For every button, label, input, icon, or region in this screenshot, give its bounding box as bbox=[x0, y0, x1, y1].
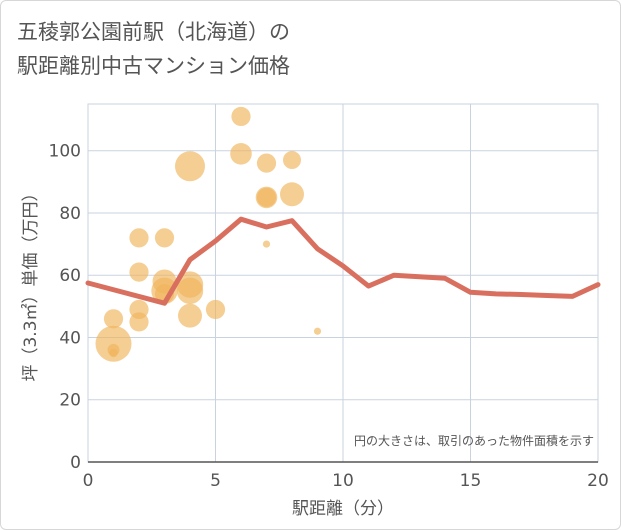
bubble-point bbox=[205, 299, 226, 320]
y-tick-label: 0 bbox=[70, 453, 81, 473]
bubble-point bbox=[313, 327, 322, 335]
bubble-point bbox=[231, 106, 251, 127]
bubble-point bbox=[283, 151, 301, 170]
bubble-point bbox=[154, 228, 175, 248]
bubble-point bbox=[230, 143, 252, 165]
x-tick-label: 0 bbox=[83, 471, 94, 491]
bubble-point bbox=[129, 262, 149, 282]
y-tick-label: 20 bbox=[59, 391, 81, 411]
chart-title: 五稜郭公園前駅（北海道）の 駅距離別中古マンション価格 bbox=[17, 20, 290, 78]
bubble-point bbox=[178, 303, 202, 328]
x-axis-title: 駅距離（分） bbox=[292, 499, 394, 519]
bubble-point bbox=[109, 348, 118, 358]
bubble-point bbox=[103, 309, 124, 329]
x-tick-label: 15 bbox=[460, 471, 482, 491]
bubble-point bbox=[175, 151, 205, 182]
bubble-point bbox=[176, 277, 204, 304]
bubble-point bbox=[256, 153, 277, 173]
x-tick-label: 5 bbox=[210, 471, 221, 491]
average-price-line bbox=[85, 216, 601, 306]
y-tick-label: 80 bbox=[59, 204, 81, 224]
bubble-point bbox=[95, 325, 132, 362]
size-note: 円の大きさは、取引のあった物件面積を示す bbox=[354, 433, 594, 448]
y-tick-label: 100 bbox=[49, 142, 81, 162]
y-axis-title: 坪（3.3㎡）単価（万円） bbox=[21, 184, 41, 381]
bubble-point bbox=[129, 228, 149, 248]
x-tick-label: 10 bbox=[332, 471, 354, 491]
bubble-point bbox=[280, 182, 304, 207]
y-tick-label: 40 bbox=[59, 328, 81, 348]
y-tick-label: 60 bbox=[59, 266, 81, 286]
bubble-point bbox=[256, 187, 277, 207]
bubble-point bbox=[129, 312, 149, 332]
bubble-point bbox=[262, 240, 271, 248]
x-tick-label: 20 bbox=[587, 471, 609, 491]
